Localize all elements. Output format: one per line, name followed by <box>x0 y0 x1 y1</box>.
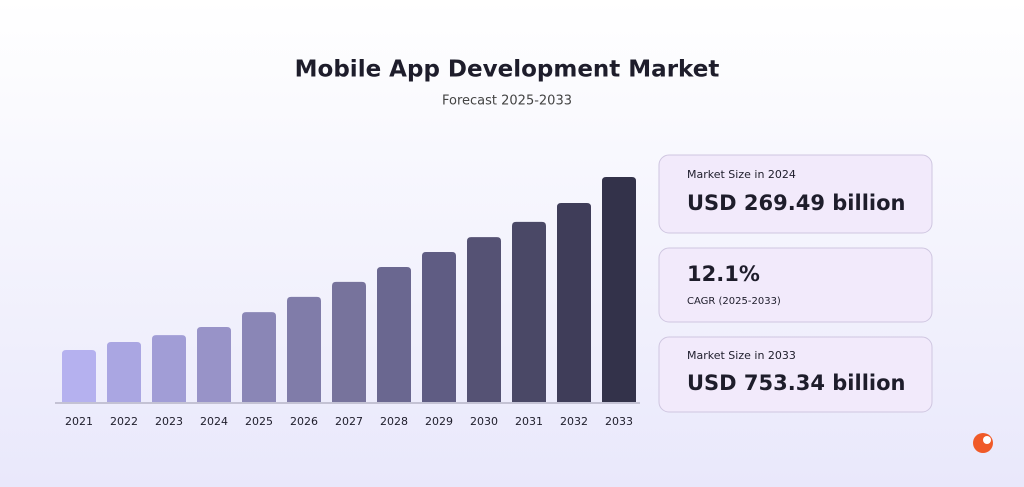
bar <box>197 327 231 402</box>
bar <box>377 266 411 402</box>
x-tick-label: 2021 <box>65 415 93 428</box>
logo-circle <box>973 433 993 453</box>
x-tick-label: 2027 <box>335 415 363 428</box>
card: 12.1% CAGR (2025-2033) <box>658 247 933 323</box>
chart-subtitle: Forecast 2025-2033 <box>442 94 572 109</box>
x-tick-label: 2031 <box>515 415 543 428</box>
x-tick-label: 2032 <box>560 415 588 428</box>
bar <box>62 350 96 402</box>
x-tick-label: 2029 <box>425 415 453 428</box>
bar <box>557 203 591 402</box>
card-label: Market Size in 2033 <box>687 349 796 362</box>
bar <box>152 335 186 402</box>
card: Market Size in 2033 USD 753.34 billion <box>658 336 933 413</box>
bar <box>422 252 456 402</box>
x-tick-label: 2025 <box>245 415 273 428</box>
x-tick-label: 2033 <box>605 415 633 428</box>
x-tick-label: 2028 <box>380 415 408 428</box>
card-value: USD 269.49 billion <box>687 191 905 215</box>
bar <box>332 281 366 402</box>
x-tick-label: 2023 <box>155 415 183 428</box>
bar <box>107 341 141 402</box>
bar <box>602 177 636 402</box>
bar <box>242 312 276 402</box>
bar <box>512 221 546 402</box>
logo <box>973 433 993 453</box>
card-box <box>658 247 933 323</box>
card-value: 12.1% <box>687 262 760 286</box>
card: Market Size in 2024 USD 269.49 billion <box>658 154 933 234</box>
card-label: Market Size in 2024 <box>687 168 796 181</box>
x-tick-label: 2030 <box>470 415 498 428</box>
card-box <box>658 336 933 413</box>
card-label: CAGR (2025-2033) <box>687 296 781 307</box>
x-tick-label: 2022 <box>110 415 138 428</box>
x-tick-label: 2024 <box>200 415 228 428</box>
logo-dot <box>983 436 991 444</box>
chart-title: Mobile App Development Market <box>295 57 720 83</box>
x-tick-label: 2026 <box>290 415 318 428</box>
card-value: USD 753.34 billion <box>687 371 905 395</box>
bar <box>467 237 501 402</box>
bar <box>287 296 321 402</box>
card-box <box>658 154 933 234</box>
